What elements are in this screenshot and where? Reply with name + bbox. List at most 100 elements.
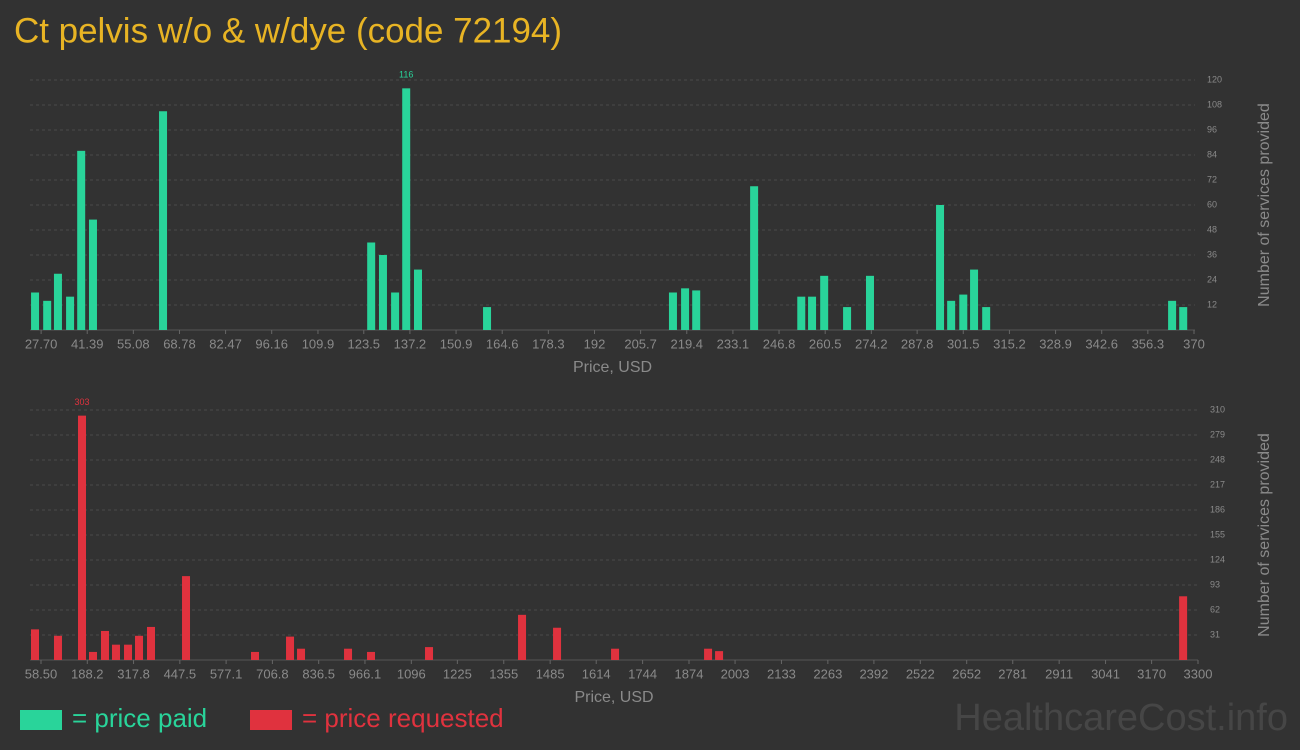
x-tick-label: 317.8 — [117, 666, 150, 681]
y-tick-label: 155 — [1210, 529, 1225, 539]
x-tick-label: 109.9 — [302, 336, 335, 351]
bar — [30, 629, 39, 660]
bar — [483, 307, 492, 330]
x-tick-label: 55.08 — [117, 336, 150, 351]
x-tick-label: 219.4 — [670, 336, 703, 351]
bar — [750, 186, 759, 330]
data-label: 303 — [74, 397, 89, 407]
y-tick-label: 24 — [1207, 274, 1217, 284]
bar — [135, 635, 144, 660]
bar — [43, 300, 52, 330]
bar — [251, 651, 260, 660]
bar — [182, 576, 191, 660]
y-tick-label: 248 — [1210, 454, 1225, 464]
x-tick-label: 82.47 — [209, 336, 242, 351]
y-axis-label: Number of services provided — [1256, 103, 1273, 307]
bar — [100, 630, 109, 660]
y-tick-label: 31 — [1210, 629, 1220, 639]
x-tick-label: 2003 — [721, 666, 750, 681]
x-tick-label: 1355 — [489, 666, 518, 681]
y-tick-label: 72 — [1207, 174, 1217, 184]
bar — [367, 242, 376, 330]
x-tick-label: 2133 — [767, 666, 796, 681]
bar — [553, 627, 562, 660]
bar — [715, 651, 724, 660]
bar — [53, 635, 62, 660]
bar — [1179, 307, 1188, 330]
bar — [611, 648, 620, 660]
y-tick-label: 120 — [1207, 74, 1222, 84]
bar — [820, 275, 829, 330]
y-axis-label: Number of services provided — [1256, 433, 1273, 637]
x-tick-label: 164.6 — [486, 336, 519, 351]
legend-swatch — [20, 710, 62, 730]
x-tick-label: 315.2 — [993, 336, 1026, 351]
x-tick-label: 68.78 — [163, 336, 196, 351]
bar — [797, 296, 806, 330]
x-tick-label: 2911 — [1045, 666, 1073, 681]
x-tick-label: 3170 — [1137, 666, 1166, 681]
bar — [78, 415, 87, 660]
y-tick-label: 279 — [1210, 429, 1225, 439]
bar — [668, 292, 677, 330]
x-tick-label: 2263 — [813, 666, 842, 681]
bar — [681, 288, 690, 330]
watermark: HealthcareCost.info — [954, 697, 1288, 739]
legend-swatch — [250, 710, 292, 730]
bar — [518, 614, 527, 660]
x-tick-label: 1225 — [443, 666, 472, 681]
x-tick-label: 1096 — [397, 666, 426, 681]
y-tick-label: 310 — [1210, 404, 1225, 414]
x-tick-label: 706.8 — [256, 666, 289, 681]
data-label: 116 — [399, 70, 413, 80]
x-tick-label: 1485 — [536, 666, 565, 681]
x-tick-label: 260.5 — [809, 336, 842, 351]
legend-label: = price requested — [302, 703, 504, 733]
bar — [843, 307, 852, 330]
x-tick-label: 1744 — [628, 666, 657, 681]
x-tick-label: 205.7 — [624, 336, 657, 351]
bar — [378, 255, 387, 330]
y-tick-label: 124 — [1210, 554, 1225, 564]
y-tick-label: 217 — [1210, 479, 1225, 489]
x-tick-label: 342.6 — [1085, 336, 1118, 351]
bar — [982, 307, 991, 330]
bar — [344, 648, 353, 660]
bar — [88, 219, 97, 330]
bar — [391, 292, 400, 330]
legend-label: = price paid — [72, 703, 207, 733]
y-tick-label: 12 — [1207, 299, 1217, 309]
y-tick-label: 186 — [1210, 504, 1225, 514]
bar — [970, 269, 979, 330]
x-tick-label: 27.70 — [25, 336, 58, 351]
bar — [808, 296, 817, 330]
x-tick-label: 301.5 — [947, 336, 980, 351]
x-tick-label: 274.2 — [855, 336, 888, 351]
y-tick-label: 96 — [1207, 124, 1217, 134]
x-tick-label: 2781 — [998, 666, 1027, 681]
bar — [297, 648, 306, 660]
x-tick-label: 178.3 — [532, 336, 565, 351]
bar — [159, 111, 168, 330]
x-tick-label: 150.9 — [440, 336, 473, 351]
x-tick-label: 328.9 — [1039, 336, 1072, 351]
bar — [367, 651, 376, 660]
x-tick-label: 3300 — [1184, 666, 1213, 681]
y-tick-label: 93 — [1210, 579, 1220, 589]
bar — [413, 269, 422, 330]
x-tick-label: 192 — [584, 336, 606, 351]
bar — [425, 647, 434, 660]
bar — [124, 644, 133, 660]
y-tick-label: 108 — [1207, 99, 1222, 109]
x-tick-label: 233.1 — [717, 336, 750, 351]
y-tick-label: 48 — [1207, 224, 1217, 234]
bar — [111, 644, 120, 660]
bar — [66, 296, 75, 330]
y-tick-label: 36 — [1207, 249, 1217, 259]
y-tick-label: 84 — [1207, 149, 1217, 159]
bar — [692, 290, 701, 330]
x-tick-label: 246.8 — [763, 336, 796, 351]
bar — [147, 626, 156, 660]
bar — [704, 648, 713, 660]
